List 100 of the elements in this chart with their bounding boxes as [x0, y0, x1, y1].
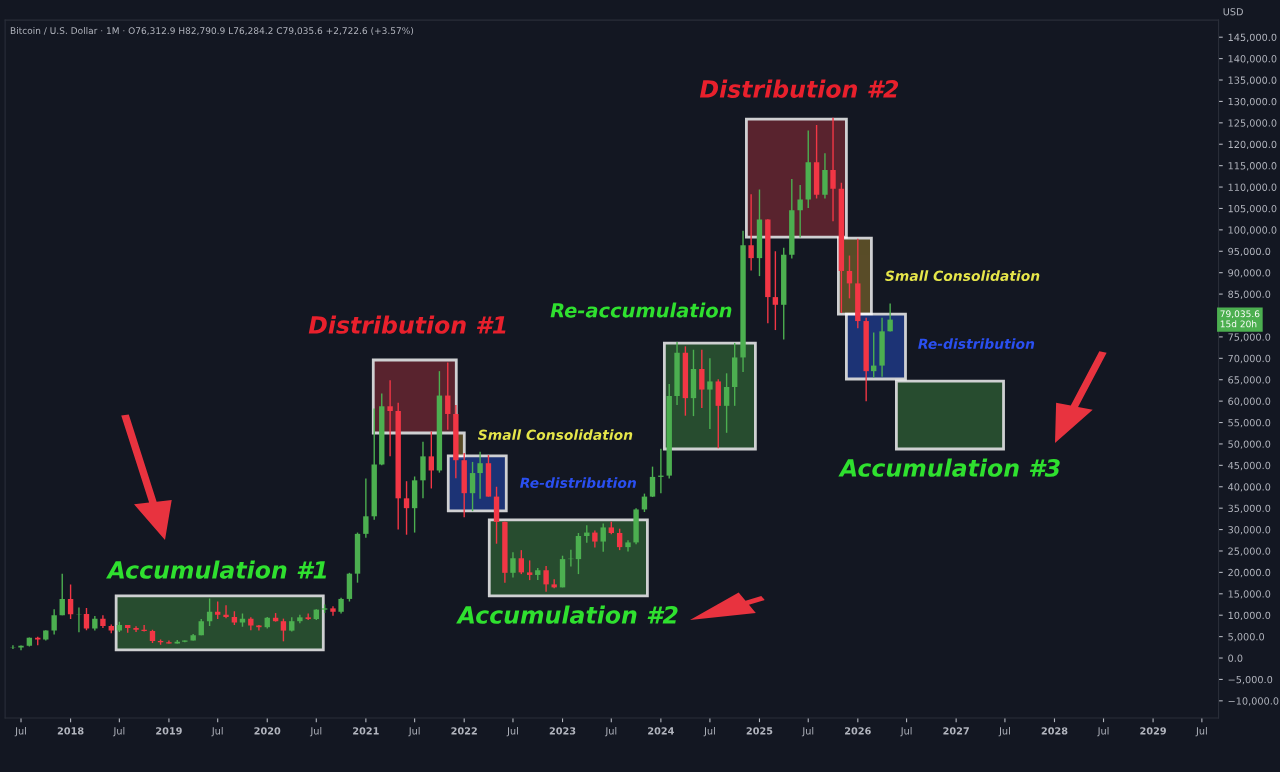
x-tick-label: Jul — [703, 726, 715, 737]
y-tick-label: 90,000.0 — [1228, 269, 1271, 278]
candlestick — [616, 528, 623, 551]
x-tick-label: 2020 — [254, 727, 281, 735]
y-tick-label: 75,000.0 — [1228, 333, 1271, 342]
candlestick — [600, 522, 606, 553]
x-tick-label: 2027 — [943, 727, 969, 735]
y-tick-label: 125,000.0 — [1228, 119, 1277, 128]
y-tick-label: 50,000.0 — [1228, 440, 1271, 449]
x-tick-label: 2028 — [1041, 727, 1068, 735]
y-tick-label: 100,000.0 — [1228, 226, 1277, 235]
candlestick — [83, 607, 90, 631]
x-tick-label: 2025 — [746, 727, 773, 735]
candlestick — [797, 184, 803, 239]
x-tick-label: Jul — [1195, 726, 1207, 737]
candlestick — [707, 357, 713, 430]
annotation: Re-distribution — [520, 477, 636, 489]
candlestick — [330, 605, 336, 617]
annotation: Small Consolidation — [885, 270, 1040, 282]
candlestick — [420, 441, 426, 500]
annotation: Accumulation #3 — [838, 458, 1060, 477]
candlestick — [575, 532, 582, 575]
candlestick — [510, 551, 516, 579]
x-tick-label: Jul — [506, 726, 518, 737]
candlestick — [723, 372, 730, 434]
y-tick-label: 135,000.0 — [1228, 76, 1277, 85]
x-tick-label: 2018 — [57, 727, 84, 735]
y-tick-label: 20,000.0 — [1228, 568, 1271, 578]
y-tick-label: 145,000.0 — [1228, 33, 1277, 43]
x-tick-label: 2029 — [1140, 727, 1166, 735]
x-tick-label: 2024 — [648, 727, 674, 735]
x-tick-label: 2026 — [845, 727, 871, 735]
candlestick — [772, 250, 779, 331]
x-tick-label: Jul — [998, 726, 1010, 737]
candlestick — [363, 477, 369, 539]
annotation: Small Consolidation — [477, 429, 633, 441]
candlestick — [477, 450, 483, 500]
candlestick — [846, 254, 853, 300]
y-tick-label: 60,000.0 — [1228, 397, 1271, 406]
x-tick-label: Jul — [309, 726, 322, 737]
y-tick-label: −10,000.0 — [1228, 697, 1279, 706]
y-tick-label: 5,000.0 — [1228, 633, 1265, 642]
x-tick-label: Jul — [211, 726, 223, 737]
candlestick — [830, 116, 836, 222]
candlestick — [387, 379, 393, 458]
annotation: Accumulation #2 — [456, 605, 678, 624]
y-axis-title: USD — [1223, 8, 1243, 16]
y-tick-label: 85,000.0 — [1228, 290, 1271, 299]
candlestick — [445, 361, 451, 431]
y-tick-label: 130,000.0 — [1228, 97, 1277, 107]
text: Bitcoin / U.S. Dollar · 1M · O76,312.9 H82,790.9 L76,284.2 C79,035.6 +2,722.6 (+3.57%) — [10, 27, 414, 36]
x-tick-label: Jul — [112, 726, 125, 737]
candlestick — [649, 465, 656, 498]
y-tick-label: 115,000.0 — [1228, 162, 1277, 171]
annotation: Distribution #1 — [308, 315, 506, 334]
y-tick-label: −5,000.0 — [1228, 675, 1273, 685]
y-tick-label: 110,000.0 — [1228, 183, 1277, 192]
y-tick-label: 65,000.0 — [1228, 376, 1271, 385]
candlestick — [526, 559, 533, 581]
x-tick-label: 2023 — [549, 727, 576, 735]
candlestick — [59, 572, 65, 616]
annotation: Accumulation #1 — [106, 560, 327, 579]
candlestick — [469, 461, 476, 512]
x-tick-label: Jul — [14, 726, 26, 737]
candlestick — [428, 430, 435, 490]
y-tick-label: 70,000.0 — [1228, 354, 1271, 364]
text: 79,035.6 15d 20h — [1220, 310, 1260, 328]
candlestick — [887, 302, 893, 333]
y-tick-label: 15,000.0 — [1228, 590, 1271, 599]
candlestick — [256, 624, 262, 632]
annotation: Distribution #2 — [699, 79, 899, 98]
y-tick-label: 95,000.0 — [1228, 247, 1271, 257]
y-tick-label: 40,000.0 — [1228, 483, 1271, 492]
x-tick-label: 2019 — [156, 727, 182, 735]
y-tick-label: 140,000.0 — [1228, 55, 1277, 64]
candlestick — [51, 608, 57, 636]
annotation: Re-accumulation — [550, 302, 732, 318]
candlestick — [551, 578, 557, 589]
candlestick — [67, 583, 74, 620]
y-tick-label: 120,000.0 — [1228, 140, 1277, 150]
candlestick — [543, 565, 549, 593]
x-tick-label: Jul — [408, 726, 420, 737]
y-tick-label: 30,000.0 — [1228, 526, 1271, 535]
annotation: Re-distribution — [918, 338, 1035, 350]
candlestick — [133, 625, 139, 633]
x-tick-label: Jul — [604, 726, 617, 737]
candlestick — [403, 480, 410, 536]
y-tick-label: 55,000.0 — [1228, 419, 1271, 428]
candlestick — [280, 617, 287, 643]
y-tick-label: 10,000.0 — [1228, 611, 1271, 621]
y-tick-label: 45,000.0 — [1228, 461, 1271, 471]
x-tick-label: 2021 — [353, 727, 379, 735]
candlestick — [518, 549, 525, 575]
y-tick-label: 35,000.0 — [1228, 504, 1271, 513]
y-tick-label: 105,000.0 — [1228, 204, 1277, 214]
candlestick — [699, 349, 705, 409]
candlestick — [748, 193, 754, 272]
y-tick-label: 0.0 — [1228, 654, 1243, 662]
x-tick-label: 2022 — [451, 727, 477, 735]
x-tick-label: Jul — [801, 726, 814, 737]
